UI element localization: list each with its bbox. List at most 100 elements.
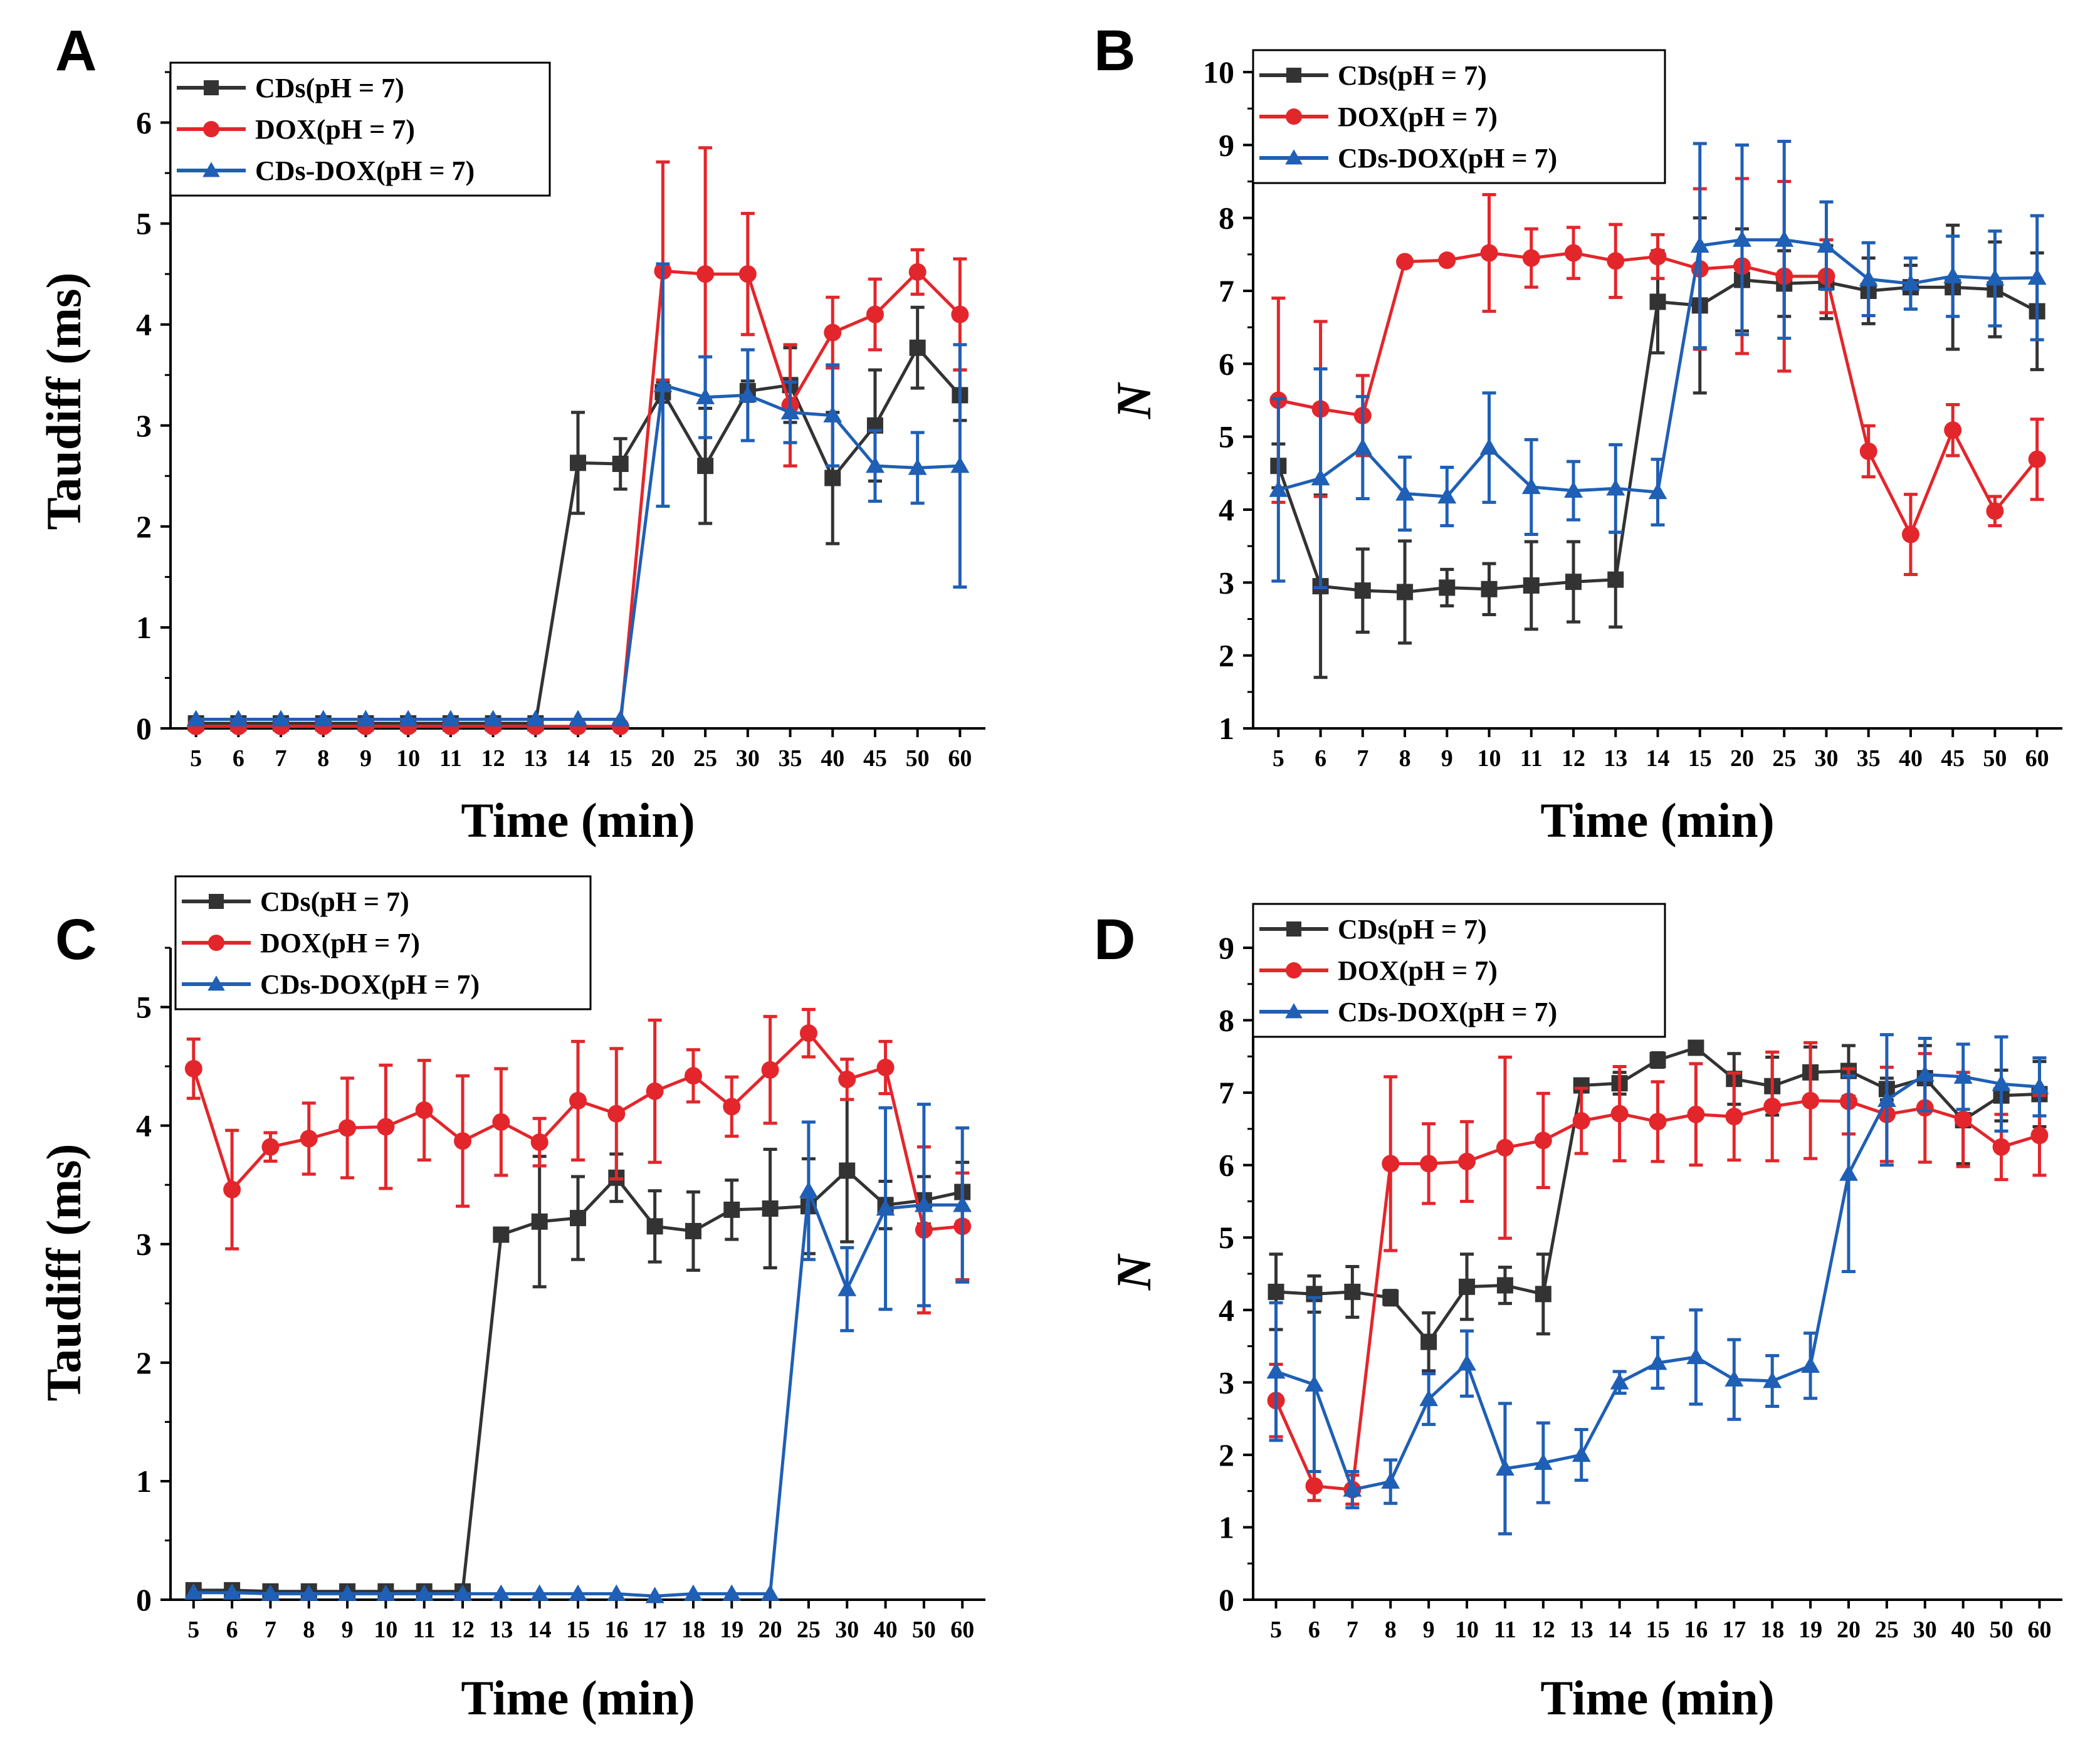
data-point <box>1610 1373 1629 1390</box>
data-point <box>299 1584 318 1601</box>
y-tick-label: 8 <box>1219 1003 1234 1038</box>
y-tick-label: 1 <box>1219 1509 1234 1545</box>
data-point <box>1572 1112 1590 1130</box>
data-point <box>1649 1052 1666 1069</box>
data-point <box>1572 1445 1591 1462</box>
legend-swatch-marker <box>202 162 220 177</box>
data-point <box>1343 1480 1362 1497</box>
y-tick-label: 9 <box>1219 127 1234 162</box>
panel-letter-a: A <box>55 19 97 83</box>
data-point <box>761 1061 779 1079</box>
data-point <box>186 710 206 727</box>
data-point <box>1763 1372 1782 1388</box>
x-tick-label: 45 <box>1941 745 1965 772</box>
series-cds <box>1270 216 2045 680</box>
x-tick-label: 60 <box>2027 1617 2051 1643</box>
data-point <box>738 386 757 402</box>
data-point <box>908 263 927 281</box>
y-tick-label: 6 <box>136 105 152 140</box>
data-point <box>1382 1289 1399 1306</box>
y-tick-label: 0 <box>136 1582 152 1617</box>
data-point <box>866 305 884 323</box>
y-tick-label: 4 <box>136 1108 152 1143</box>
data-point <box>441 710 460 727</box>
data-point <box>1607 571 1624 588</box>
data-point <box>645 1587 664 1603</box>
data-point <box>1610 1105 1629 1123</box>
data-point <box>493 1226 510 1243</box>
x-tick-label: 7 <box>275 745 287 772</box>
data-point <box>491 1584 511 1601</box>
x-tick-label: 25 <box>1875 1617 1899 1643</box>
y-tick-label: 2 <box>1219 638 1234 673</box>
x-tick-label: 40 <box>821 745 844 772</box>
x-tick-label: 10 <box>1455 1617 1479 1643</box>
x-tick-label: 25 <box>693 745 717 772</box>
data-point <box>414 1584 434 1601</box>
data-point <box>824 323 842 342</box>
x-tick-label: 9 <box>342 1617 354 1643</box>
data-point <box>2027 268 2047 285</box>
x-tick-label: 25 <box>797 1617 821 1643</box>
data-point <box>1565 574 1582 590</box>
x-tick-label: 13 <box>489 1617 513 1643</box>
legend-swatch-marker <box>1285 149 1303 165</box>
data-point <box>1565 244 1583 262</box>
data-point <box>684 1584 703 1601</box>
legend-label: DOX(pH = 7) <box>255 114 415 145</box>
x-tick-label: 20 <box>1730 745 1754 772</box>
data-point <box>313 710 333 727</box>
x-tick-label: 12 <box>1531 1617 1555 1643</box>
data-point <box>453 1584 472 1601</box>
y-axis-title: N <box>1106 382 1161 419</box>
legend-label: DOX(pH = 7) <box>1338 955 1498 986</box>
x-tick-label: 40 <box>1951 1617 1975 1643</box>
y-axis-title: Taudiff (ms) <box>36 1143 91 1401</box>
data-point <box>338 1584 357 1601</box>
x-tick-label: 9 <box>1423 1617 1435 1643</box>
data-point <box>399 710 418 727</box>
data-point <box>184 1059 202 1078</box>
data-point <box>611 710 630 727</box>
data-point <box>1459 1278 1476 1295</box>
data-point <box>1523 577 1540 594</box>
data-point <box>1686 1347 1706 1365</box>
data-point <box>1382 1155 1400 1173</box>
x-tick-label: 17 <box>1722 1617 1746 1643</box>
data-point <box>1817 236 1836 253</box>
y-tick-label: 4 <box>136 307 152 342</box>
x-tick-label: 7 <box>265 1617 276 1643</box>
data-point <box>229 710 248 727</box>
data-point <box>300 1130 318 1148</box>
data-point <box>607 1584 626 1601</box>
x-tick-label: 12 <box>451 1617 475 1643</box>
data-point <box>184 1583 203 1600</box>
x-tick-label: 11 <box>1494 1617 1516 1643</box>
data-point <box>376 1584 396 1601</box>
series-cds-dox <box>1266 1033 2049 1536</box>
data-point <box>1457 1354 1476 1371</box>
data-point <box>530 1584 549 1601</box>
x-tick-label: 6 <box>226 1617 238 1643</box>
data-point <box>1495 1459 1515 1476</box>
data-point <box>696 387 715 404</box>
data-point <box>483 710 503 727</box>
data-point <box>1944 421 1962 439</box>
data-point <box>653 375 673 392</box>
y-tick-label: 2 <box>136 1345 152 1380</box>
data-point <box>1496 1277 1513 1294</box>
data-point <box>1344 1283 1361 1300</box>
x-tick-label: 40 <box>1899 745 1923 772</box>
panel-letter-b: B <box>1094 19 1135 83</box>
data-point <box>1688 1039 1704 1056</box>
x-tick-label: 11 <box>1520 745 1543 772</box>
legend-swatch-marker <box>1286 921 1301 937</box>
legend-label: CDs(pH = 7) <box>255 73 404 103</box>
data-point <box>1649 248 1667 266</box>
series-dox <box>184 1007 972 1315</box>
data-point <box>570 1210 586 1227</box>
x-tick-label: 20 <box>651 745 675 772</box>
data-point <box>1802 1091 1820 1110</box>
legend: CDs(pH = 7) DOX(pH = 7) CDs-DOX(pH = 7) <box>169 61 551 197</box>
y-tick-label: 4 <box>1219 492 1234 527</box>
